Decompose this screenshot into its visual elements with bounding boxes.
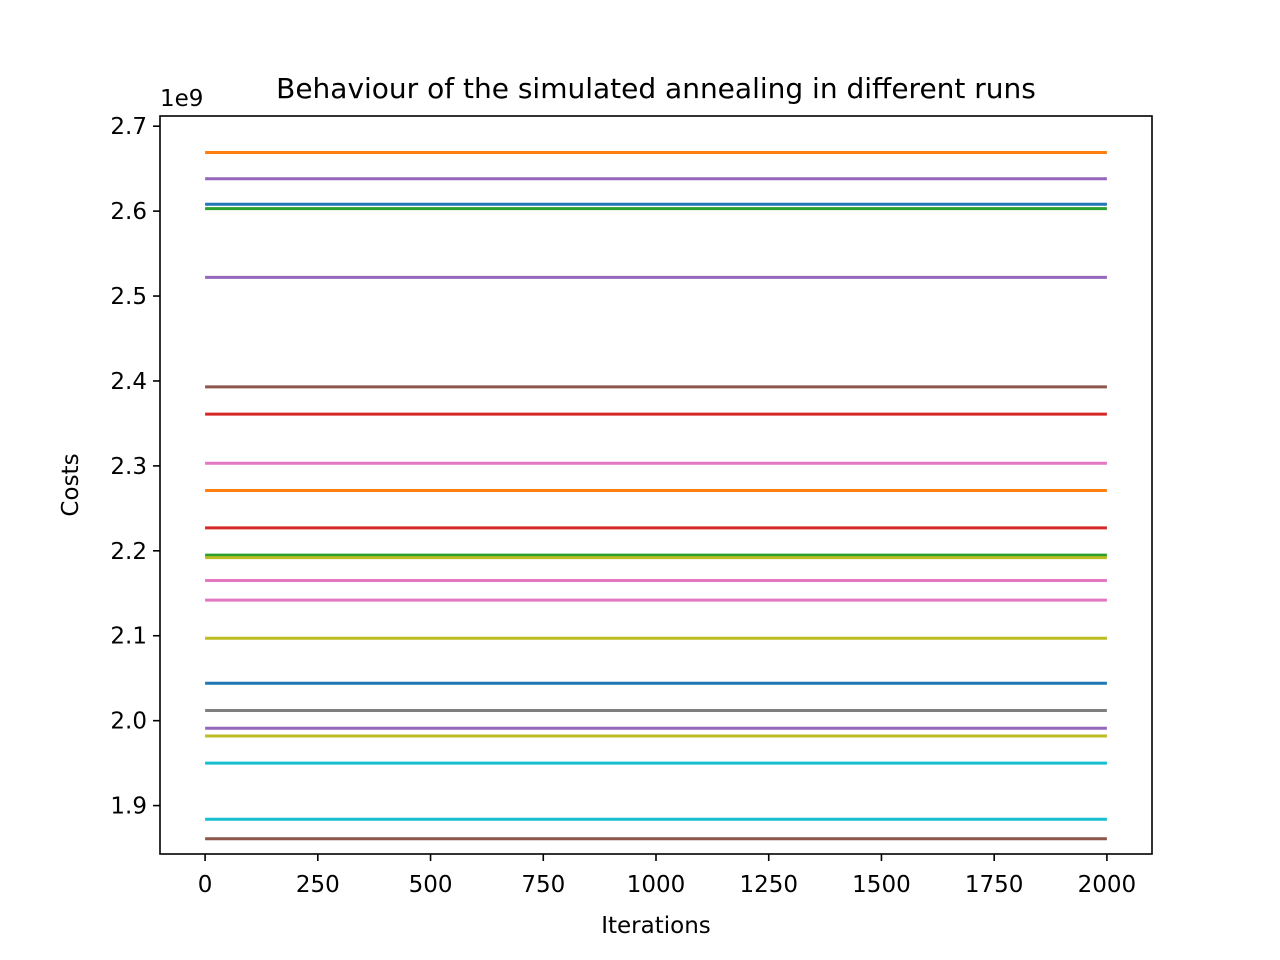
- x-axis-ticks: 0 250 500 750 1000 1250 1500 1750 2000: [198, 854, 1136, 898]
- x-tick-label: 1500: [852, 872, 911, 898]
- y-tick-label: 2.0: [110, 709, 147, 735]
- x-tick-label: 1250: [739, 872, 798, 898]
- x-axis-label: Iterations: [601, 913, 711, 939]
- y-axis-label: Costs: [58, 453, 84, 516]
- x-tick-label: 250: [296, 872, 340, 898]
- y-tick-label: 2.1: [110, 624, 147, 650]
- y-axis-ticks: 1.9 2.0 2.1 2.2 2.3 2.4 2.5 2.6 2.7: [110, 114, 160, 820]
- y-tick-label: 2.2: [110, 539, 147, 565]
- chart-title: Behaviour of the simulated annealing in …: [276, 72, 1036, 105]
- y-tick-label: 2.7: [110, 114, 147, 140]
- x-tick-label: 2000: [1078, 872, 1137, 898]
- y-tick-label: 2.4: [110, 369, 147, 395]
- y-tick-label: 2.3: [110, 454, 147, 480]
- series-layer: [205, 151, 1107, 841]
- plot-area-frame: [159, 115, 1153, 855]
- y-tick-label: 2.6: [110, 199, 147, 225]
- x-tick-label: 750: [521, 872, 565, 898]
- y-tick-label: 2.5: [110, 284, 147, 310]
- x-tick-label: 1750: [965, 872, 1024, 898]
- y-axis-offset-label: 1e9: [160, 86, 203, 112]
- x-tick-label: 500: [409, 872, 453, 898]
- y-tick-label: 1.9: [110, 794, 147, 820]
- x-tick-label: 1000: [627, 872, 686, 898]
- x-tick-label: 0: [198, 872, 213, 898]
